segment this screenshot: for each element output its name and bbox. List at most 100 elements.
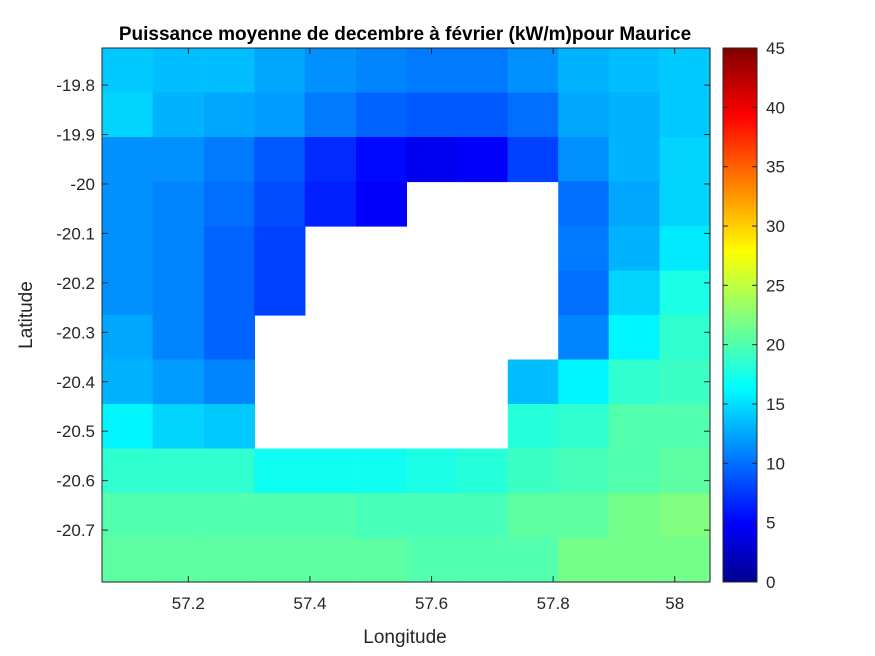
colorbar-tick-label: 35 <box>766 158 785 177</box>
heatmap-cell <box>406 537 458 583</box>
heatmap-cell <box>355 48 407 94</box>
heatmap-cell <box>507 537 559 583</box>
heatmap-cell <box>102 359 154 405</box>
heatmap-cell <box>203 537 255 583</box>
colorbar-tick-label: 15 <box>766 395 785 414</box>
heatmap-cell <box>355 537 407 583</box>
colorbar-tick-label: 10 <box>766 454 785 473</box>
heatmap-cell <box>203 181 255 227</box>
heatmap-cell <box>102 92 154 138</box>
heatmap-cell <box>102 48 154 94</box>
colorbar-tick-label: 40 <box>766 98 785 117</box>
heatmap-cell <box>203 404 255 450</box>
heatmap-cell <box>406 48 458 94</box>
heatmap-cell <box>152 270 204 316</box>
y-tick-label: -20.7 <box>56 521 95 540</box>
heatmap-cell <box>152 92 204 138</box>
heatmap-cell <box>558 493 610 539</box>
heatmap-cell <box>254 137 306 183</box>
heatmap-cell <box>608 537 660 583</box>
heatmap-cell <box>456 48 508 94</box>
heatmap-cell <box>102 493 154 539</box>
heatmap-cell <box>608 448 660 494</box>
heatmap-cell <box>254 493 306 539</box>
heatmap-cell <box>304 92 356 138</box>
heatmap-cell <box>203 359 255 405</box>
heatmap-cell <box>406 448 458 494</box>
heatmap-cell <box>355 448 407 494</box>
heatmap-cell <box>152 537 204 583</box>
heatmap-cell <box>254 226 306 272</box>
x-axis-ticks: 57.2 57.4 57.6 57.8 58 <box>172 48 684 613</box>
heatmap-cell <box>254 181 306 227</box>
y-tick-label: -19.8 <box>56 76 95 95</box>
heatmap-cell <box>304 137 356 183</box>
colorbar-tick-label: 30 <box>766 217 785 236</box>
heatmap-cell <box>254 448 306 494</box>
heatmap-cell <box>507 448 559 494</box>
heatmap-cell <box>507 404 559 450</box>
heatmap-cell <box>355 181 407 227</box>
heatmap-cell <box>152 493 204 539</box>
heatmap-cell <box>558 537 610 583</box>
heatmap-cell <box>254 537 306 583</box>
y-axis-ticks: -19.8 -19.9 -20 -20.1 -20.2 -20.3 -20.4 -20.5 -2… <box>56 76 710 540</box>
heatmap-cell <box>102 315 154 361</box>
colorbar-ticks: 0 5 10 15 20 25 30 35 40 45 <box>723 39 785 592</box>
heatmap-cell <box>254 270 306 316</box>
heatmap-cell <box>203 137 255 183</box>
heatmap-cell <box>102 448 154 494</box>
heatmap-cell <box>203 315 255 361</box>
x-tick-label: 57.4 <box>293 594 326 613</box>
heatmap-cell <box>102 226 154 272</box>
heatmap-cell <box>558 137 610 183</box>
heatmap-cell <box>152 359 204 405</box>
heatmap-cells <box>102 48 711 583</box>
heatmap-cell <box>659 48 711 94</box>
heatmap-cell <box>304 181 356 227</box>
heatmap-cell <box>608 181 660 227</box>
y-tick-label: -20.6 <box>56 472 95 491</box>
heatmap-cell <box>608 404 660 450</box>
heatmap-cell <box>254 48 306 94</box>
heatmap-cell <box>608 226 660 272</box>
heatmap-cell <box>558 270 610 316</box>
heatmap-cell <box>659 315 711 361</box>
heatmap-cell <box>456 92 508 138</box>
y-tick-label: -20.1 <box>56 224 95 243</box>
chart-title: Puissance moyenne de decembre à février … <box>119 24 691 45</box>
heatmap-cell <box>304 493 356 539</box>
heatmap-cell <box>203 448 255 494</box>
heatmap-cell <box>608 137 660 183</box>
heatmap-cell <box>406 137 458 183</box>
heatmap-cell <box>456 137 508 183</box>
y-tick-label: -20.2 <box>56 274 95 293</box>
heatmap-cell <box>355 92 407 138</box>
heatmap-cell <box>659 92 711 138</box>
heatmap-cell <box>203 270 255 316</box>
heatmap-cell <box>406 92 458 138</box>
heatmap-cell <box>507 48 559 94</box>
heatmap-cell <box>507 493 559 539</box>
heatmap-cell <box>558 48 610 94</box>
y-tick-label: -20 <box>70 175 95 194</box>
heatmap-cell <box>406 493 458 539</box>
heatmap-cell <box>304 448 356 494</box>
y-axis-label: Latitude <box>16 281 37 349</box>
heatmap-cell <box>558 359 610 405</box>
heatmap-cell <box>558 226 610 272</box>
heatmap-cell <box>659 493 711 539</box>
heatmap-cell <box>355 137 407 183</box>
heatmap-cell <box>659 537 711 583</box>
heatmap-cell <box>558 181 610 227</box>
heatmap-cell <box>507 137 559 183</box>
heatmap-cell <box>659 226 711 272</box>
colorbar-tick-label: 5 <box>766 514 775 533</box>
heatmap-cell <box>152 448 204 494</box>
colorbar <box>722 47 758 583</box>
heatmap-cell <box>152 48 204 94</box>
heatmap-cell <box>102 270 154 316</box>
heatmap-cell <box>152 181 204 227</box>
heatmap-cell <box>152 137 204 183</box>
heatmap-cell <box>102 137 154 183</box>
